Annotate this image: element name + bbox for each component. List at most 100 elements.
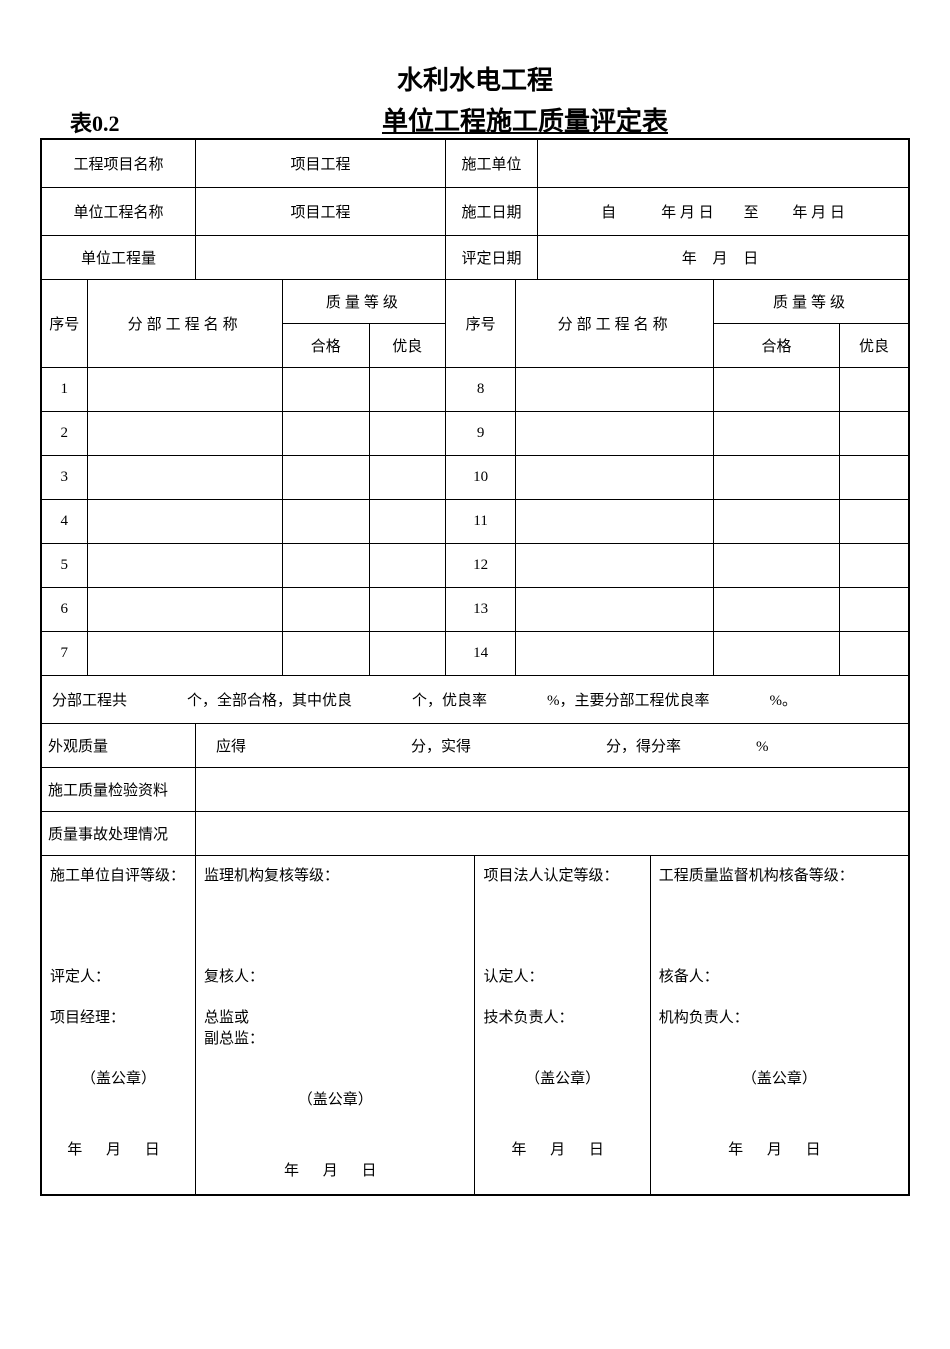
sig-tech-lead: 技术负责人： [483, 1006, 641, 1027]
table-cell [714, 455, 840, 499]
sig-evaluator: 评定人： [50, 965, 187, 986]
label-eval-date: 评定日期 [445, 235, 537, 279]
table-cell [282, 411, 369, 455]
table-cell [282, 455, 369, 499]
sig-col-4: 工程质量监督机构核备等级： 核备人： 机构负责人： （盖公章） 年 月 日 [650, 855, 909, 1195]
sig-supervisor: 总监或 副总监： [204, 1006, 466, 1048]
header-seq-left: 序号 [41, 279, 87, 367]
table-cell [714, 499, 840, 543]
row-num: 9 [445, 411, 515, 455]
row-num: 13 [445, 587, 515, 631]
sig-col-1: 施工单位自评等级： 评定人： 项目经理： （盖公章） 年 月 日 [41, 855, 196, 1195]
title-row: 表0.2 单位工程施工质量评定表 [40, 101, 910, 138]
value-construction-unit [537, 139, 909, 187]
table-cell [87, 455, 282, 499]
sig-date: 年 月 日 [483, 1138, 641, 1159]
table-cell [839, 499, 909, 543]
table-cell [87, 631, 282, 675]
row-num: 14 [445, 631, 515, 675]
header-seq-right: 序号 [445, 279, 515, 367]
table-cell [87, 543, 282, 587]
table-cell [282, 631, 369, 675]
sig-col-3: 项目法人认定等级： 认定人： 技术负责人： （盖公章） 年 月 日 [475, 855, 650, 1195]
table-cell [516, 587, 714, 631]
value-appearance: 应得 分，实得 分，得分率 % [196, 723, 910, 767]
table-cell [87, 587, 282, 631]
label-construction-unit: 施工单位 [445, 139, 537, 187]
table-cell [839, 631, 909, 675]
value-accident [196, 811, 910, 855]
table-cell [369, 499, 445, 543]
value-project-name: 项目工程 [196, 139, 446, 187]
header-good-left: 优良 [369, 323, 445, 367]
label-project-name: 工程项目名称 [41, 139, 196, 187]
sig-stamp: （盖公章） [50, 1067, 187, 1088]
table-cell [369, 587, 445, 631]
sig-grade-label: 施工单位自评等级： [50, 864, 187, 885]
sub-title: 单位工程施工质量评定表 [140, 101, 910, 138]
label-unit-project-name: 单位工程名称 [41, 187, 196, 235]
table-cell [839, 455, 909, 499]
sig-col-2: 监理机构复核等级： 复核人： 总监或 副总监： （盖公章） 年 月 日 [196, 855, 475, 1195]
table-cell [839, 411, 909, 455]
table-cell [282, 543, 369, 587]
row-num: 2 [41, 411, 87, 455]
row-num: 8 [445, 367, 515, 411]
sig-org-lead: 机构负责人： [659, 1006, 900, 1027]
value-inspection [196, 767, 910, 811]
sig-confirmer: 认定人： [483, 965, 641, 986]
label-unit-quantity: 单位工程量 [41, 235, 196, 279]
label-construction-date: 施工日期 [445, 187, 537, 235]
table-cell [369, 411, 445, 455]
row-num: 12 [445, 543, 515, 587]
sig-grade-label: 项目法人认定等级： [483, 864, 641, 885]
table-cell [516, 631, 714, 675]
header-grade-right: 质量等级 [714, 279, 909, 323]
value-unit-project-name: 项目工程 [196, 187, 446, 235]
sig-registrar: 核备人： [659, 965, 900, 986]
table-cell [516, 411, 714, 455]
header-name-right: 分部工程名称 [516, 279, 714, 367]
table-cell [369, 367, 445, 411]
table-cell [282, 499, 369, 543]
row-num: 3 [41, 455, 87, 499]
sig-date: 年 月 日 [659, 1138, 900, 1159]
sig-date: 年 月 日 [50, 1138, 187, 1159]
row-num: 11 [445, 499, 515, 543]
table-cell [714, 411, 840, 455]
summary-line: 分部工程共 个，全部合格，其中优良 个，优良率 %，主要分部工程优良率 %。 [41, 675, 909, 723]
table-cell [839, 587, 909, 631]
sig-grade-label: 监理机构复核等级： [204, 864, 466, 885]
table-cell [369, 455, 445, 499]
table-cell [87, 367, 282, 411]
table-cell [714, 587, 840, 631]
sig-reviewer: 复核人： [204, 965, 466, 986]
header-pass-right: 合格 [714, 323, 840, 367]
table-cell [714, 367, 840, 411]
table-cell [369, 631, 445, 675]
row-num: 5 [41, 543, 87, 587]
sig-manager: 项目经理： [50, 1006, 187, 1027]
sig-stamp: （盖公章） [483, 1067, 641, 1088]
label-appearance: 外观质量 [41, 723, 196, 767]
evaluation-table: 工程项目名称 项目工程 施工单位 单位工程名称 项目工程 施工日期 自 年 月 … [40, 138, 910, 1196]
header-good-right: 优良 [839, 323, 909, 367]
sig-stamp: （盖公章） [204, 1088, 466, 1109]
table-cell [516, 543, 714, 587]
row-num: 4 [41, 499, 87, 543]
header-grade-left: 质量等级 [282, 279, 445, 323]
table-cell [369, 543, 445, 587]
table-cell [87, 499, 282, 543]
row-num: 6 [41, 587, 87, 631]
table-cell [839, 367, 909, 411]
value-eval-date: 年 月 日 [537, 235, 909, 279]
table-cell [839, 543, 909, 587]
value-construction-date: 自 年 月 日 至 年 月 日 [537, 187, 909, 235]
table-cell [714, 631, 840, 675]
row-num: 10 [445, 455, 515, 499]
label-inspection: 施工质量检验资料 [41, 767, 196, 811]
table-cell [282, 367, 369, 411]
sig-stamp: （盖公章） [659, 1067, 900, 1088]
value-unit-quantity [196, 235, 446, 279]
sig-grade-label: 工程质量监督机构核备等级： [659, 864, 900, 885]
